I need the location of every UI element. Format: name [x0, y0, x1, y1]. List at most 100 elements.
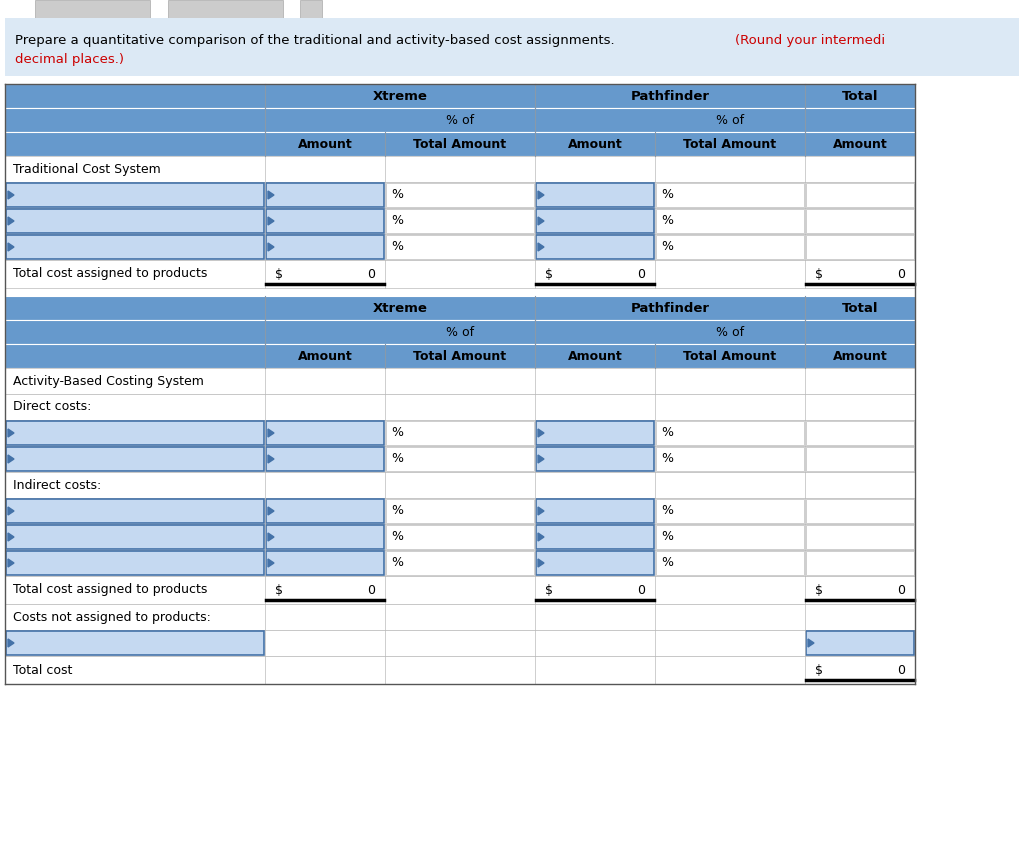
Polygon shape	[538, 429, 544, 437]
Bar	[266, 551, 384, 575]
Text: Amount: Amount	[833, 350, 888, 362]
Text: $: $	[545, 583, 553, 596]
Polygon shape	[268, 217, 274, 225]
Text: %: %	[662, 241, 673, 254]
Bar	[300, 0, 322, 18]
Text: 0: 0	[897, 583, 905, 596]
Bar	[5, 132, 915, 156]
Polygon shape	[8, 533, 14, 541]
Bar	[6, 235, 264, 259]
Bar	[386, 499, 534, 523]
Bar	[656, 209, 804, 233]
Text: %: %	[391, 241, 403, 254]
Text: Amount: Amount	[833, 137, 888, 150]
Text: 0: 0	[367, 268, 375, 280]
Bar	[266, 183, 384, 207]
Bar	[5, 420, 915, 446]
Bar	[806, 631, 914, 655]
Text: % of: % of	[716, 114, 744, 127]
Text: Direct costs:: Direct costs:	[13, 400, 91, 413]
Text: Amount: Amount	[298, 350, 352, 362]
Bar	[656, 183, 804, 207]
Text: Total cost: Total cost	[13, 664, 73, 677]
Text: $: $	[275, 583, 283, 596]
Bar	[5, 472, 915, 498]
Text: Pathfinder: Pathfinder	[631, 90, 710, 103]
Bar	[536, 235, 654, 259]
Bar	[806, 183, 914, 207]
Text: %: %	[662, 215, 673, 228]
Bar	[266, 447, 384, 471]
Bar	[6, 421, 264, 445]
Polygon shape	[8, 217, 14, 225]
Polygon shape	[268, 455, 274, 463]
Bar	[6, 551, 264, 575]
Bar	[536, 209, 654, 233]
Bar	[806, 421, 914, 445]
Text: %: %	[662, 505, 673, 518]
Text: %: %	[391, 426, 403, 439]
Bar	[6, 631, 264, 655]
Text: 0: 0	[897, 664, 905, 677]
Text: $: $	[815, 664, 823, 677]
Bar	[656, 235, 804, 259]
Polygon shape	[538, 455, 544, 463]
Text: 0: 0	[637, 583, 645, 596]
Polygon shape	[268, 243, 274, 251]
Text: Amount: Amount	[567, 137, 623, 150]
Bar	[656, 525, 804, 549]
Polygon shape	[538, 559, 544, 567]
Text: %: %	[391, 188, 403, 201]
Bar	[266, 421, 384, 445]
Bar	[5, 108, 915, 132]
Bar	[5, 656, 915, 684]
Polygon shape	[268, 191, 274, 199]
Bar	[386, 209, 534, 233]
Bar	[386, 235, 534, 259]
Text: Total cost assigned to products: Total cost assigned to products	[13, 583, 208, 596]
Bar	[266, 235, 384, 259]
Bar	[536, 499, 654, 523]
Text: $: $	[815, 583, 823, 596]
Bar	[536, 421, 654, 445]
Polygon shape	[538, 191, 544, 199]
Text: Total: Total	[842, 301, 879, 314]
Text: %: %	[662, 426, 673, 439]
Bar	[656, 447, 804, 471]
Text: Total Amount: Total Amount	[414, 137, 507, 150]
Bar	[656, 499, 804, 523]
Bar	[6, 499, 264, 523]
Text: Activity-Based Costing System: Activity-Based Costing System	[13, 375, 204, 387]
Bar	[5, 524, 915, 550]
Text: 0: 0	[897, 268, 905, 280]
Bar	[806, 447, 914, 471]
Bar	[6, 447, 264, 471]
Text: Total Amount: Total Amount	[683, 137, 776, 150]
Bar	[266, 209, 384, 233]
Bar	[35, 0, 150, 18]
Text: 0: 0	[367, 583, 375, 596]
Text: %: %	[391, 505, 403, 518]
Text: Amount: Amount	[567, 350, 623, 362]
Bar	[6, 209, 264, 233]
Text: Costs not assigned to products:: Costs not assigned to products:	[13, 610, 211, 623]
Bar	[386, 447, 534, 471]
Bar	[5, 630, 915, 656]
Bar	[536, 551, 654, 575]
Bar	[5, 84, 915, 108]
Text: $: $	[545, 268, 553, 280]
Bar	[5, 320, 915, 344]
Polygon shape	[8, 639, 14, 647]
Text: %: %	[662, 188, 673, 201]
Bar	[536, 183, 654, 207]
Text: %: %	[391, 531, 403, 544]
Bar	[5, 604, 915, 630]
Bar	[5, 208, 915, 234]
Bar	[168, 0, 283, 18]
Bar	[6, 183, 264, 207]
Bar	[5, 18, 1019, 76]
Text: Prepare a quantitative comparison of the traditional and activity-based cost ass: Prepare a quantitative comparison of the…	[15, 34, 618, 47]
Bar	[5, 550, 915, 576]
Polygon shape	[8, 243, 14, 251]
Bar	[5, 260, 915, 288]
